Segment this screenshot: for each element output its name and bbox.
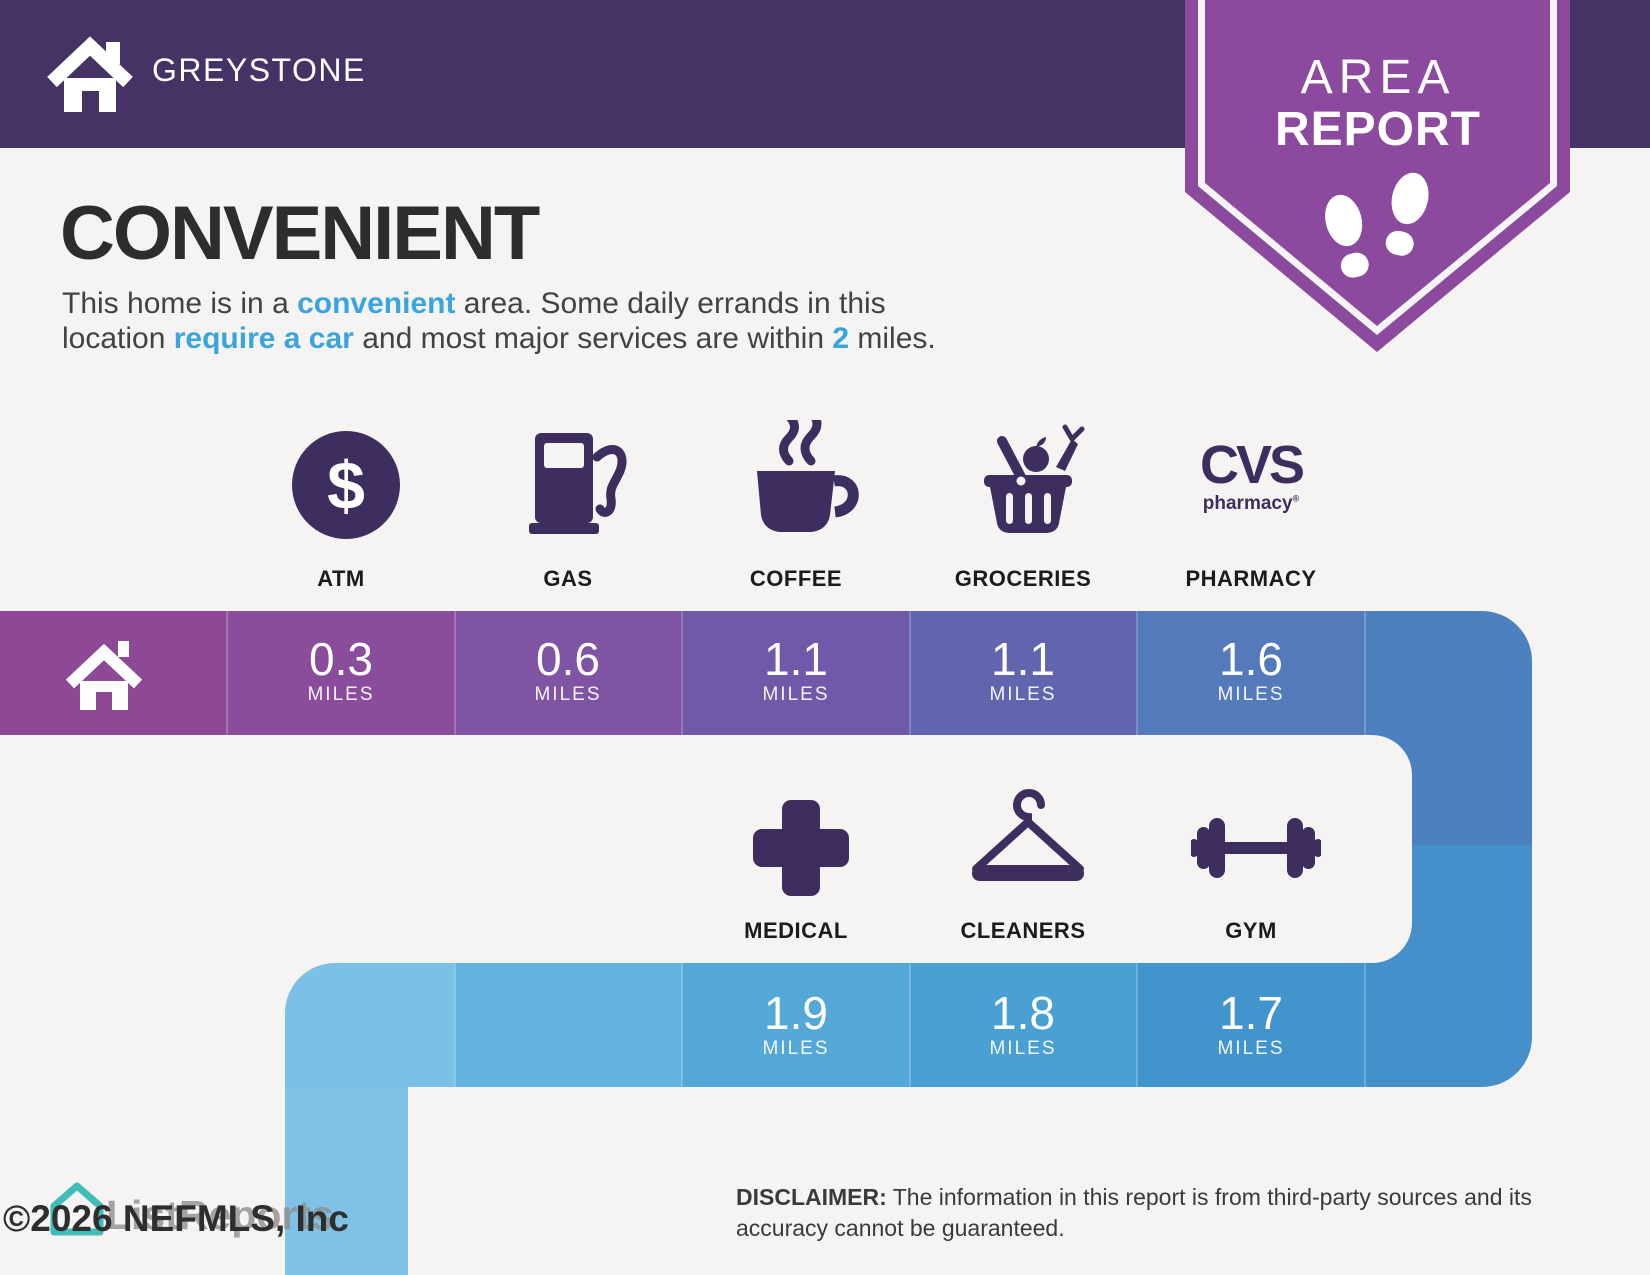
dollar-glyph: $ [327, 448, 365, 524]
disclaimer-line-2: accuracy cannot be guaranteed. [736, 1215, 1065, 1241]
distance-gym: 1.7 [1219, 987, 1283, 1039]
distance-atm: 0.3 [309, 633, 373, 685]
cvs-pharmacy-logo: CVS pharmacy® [1137, 438, 1365, 513]
segment-dividers [226, 611, 1366, 1087]
accent-2: 2 [832, 321, 850, 355]
listreports-logo-text: ListReports [106, 1192, 334, 1238]
cleaners-icon [972, 789, 1084, 881]
medical-icon [753, 800, 849, 896]
distance-path [0, 611, 1532, 1275]
distance-groceries-unit: MILES [989, 684, 1057, 705]
listreports-house-icon [50, 1182, 104, 1236]
intro-line-1: This home is in a convenient area. Some … [62, 287, 886, 320]
label-pharmacy: PHARMACY [1185, 566, 1317, 591]
distance-gas: 0.6 [536, 633, 600, 685]
label-gas: GAS [543, 566, 593, 591]
distance-pharmacy-unit: MILES [1217, 684, 1285, 705]
coffee-icon [757, 420, 859, 532]
distance-gas-unit: MILES [534, 684, 602, 705]
brand-house-icon [47, 36, 133, 112]
distance-cleaners-unit: MILES [989, 1038, 1057, 1059]
distance-medical: 1.9 [764, 987, 828, 1039]
label-gym: GYM [1225, 918, 1277, 943]
label-coffee: COFFEE [749, 566, 843, 591]
label-medical: MEDICAL [744, 918, 848, 943]
page-title: CONVENIENT [60, 191, 540, 276]
cvs-logo-bottom: pharmacy® [1202, 493, 1300, 514]
label-cleaners: CLEANERS [960, 918, 1086, 943]
distance-atm-unit: MILES [307, 684, 375, 705]
footprints-icon [1325, 172, 1429, 278]
badge-line2: REPORT [1274, 103, 1481, 156]
gym-icon [1191, 818, 1321, 878]
brand-name: GREYSTONE [152, 52, 366, 88]
distance-groceries: 1.1 [991, 633, 1055, 685]
groceries-icon [984, 424, 1085, 533]
distance-medical-unit: MILES [762, 1038, 830, 1059]
atm-icon: $ [292, 431, 400, 539]
disclaimer: DISCLAIMER: The information in this repo… [736, 1182, 1532, 1244]
distance-coffee: 1.1 [764, 633, 828, 685]
cvs-logo-top: CVS [1199, 435, 1305, 495]
home-origin-icon [65, 641, 143, 710]
intro-line-2: location require a car and most major se… [62, 321, 936, 355]
distance-cleaners: 1.8 [991, 987, 1055, 1039]
accent-convenient: convenient [297, 287, 456, 320]
label-atm: ATM [317, 566, 365, 591]
intro-paragraph: This home is in a convenient area. Some … [62, 287, 936, 356]
gas-icon [529, 433, 627, 534]
disclaimer-line-1: DISCLAIMER: The information in this repo… [736, 1184, 1532, 1210]
copyright-text: ©2026 NEFMLS, Inc [3, 1198, 349, 1239]
label-groceries: GROCERIES [954, 566, 1092, 591]
accent-require-a-car: require a car [173, 321, 354, 355]
distance-gym-unit: MILES [1217, 1038, 1285, 1059]
area-report-badge [1185, 0, 1570, 352]
distance-coffee-unit: MILES [762, 684, 830, 705]
distance-pharmacy: 1.6 [1219, 633, 1283, 685]
badge-line1: AREA [1300, 51, 1456, 104]
